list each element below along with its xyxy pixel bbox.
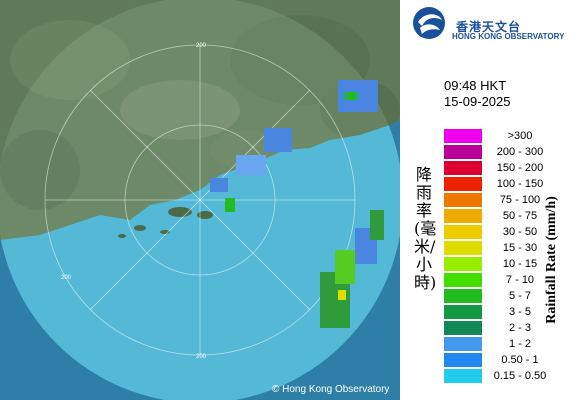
legend-label: 1 - 2 [508, 338, 531, 350]
legend-swatch [444, 145, 482, 159]
legend-swatch [444, 225, 482, 239]
legend-label: 30 - 50 [502, 226, 538, 238]
observation-date: 15-09-2025 [444, 94, 511, 109]
range-rings [44, 44, 356, 356]
legend-swatch [444, 369, 482, 383]
ring-label: 200 [196, 354, 207, 360]
legend-swatch [444, 161, 482, 175]
legend-label: 15 - 30 [502, 242, 538, 254]
legend-title-zh: 降雨率(毫米/小時) [414, 165, 437, 292]
observation-time: 09:48 HKT [444, 78, 507, 93]
legend-label: 10 - 15 [502, 258, 538, 270]
legend-swatch [444, 193, 482, 207]
legend-label: 200 - 300 [496, 146, 544, 158]
hko-logo-icon [413, 7, 445, 39]
legend-label: 150 - 200 [496, 162, 544, 174]
org-name-zh: 香港天文台 [456, 20, 522, 34]
legend-swatch [444, 353, 482, 367]
copyright-text: © Hong Kong Observatory [272, 384, 390, 395]
legend-label: 0.15 - 0.50 [493, 370, 547, 382]
legend-label: 2 - 3 [508, 322, 531, 334]
radar-map: 200 200 200 © Hong Kong Observatory [0, 0, 400, 400]
legend-swatch [444, 273, 482, 287]
legend-label: 3 - 5 [508, 306, 531, 318]
legend-label: 7 - 10 [505, 274, 535, 286]
rain-echoes [210, 80, 384, 328]
legend-swatch [444, 257, 482, 271]
legend-label: 5 - 7 [508, 290, 531, 302]
ring-label: 200 [196, 43, 207, 49]
legend-swatch [444, 337, 482, 351]
legend-swatch [444, 289, 482, 303]
org-name-en: HONG KONG OBSERVATORY [452, 32, 565, 41]
legend-label: 100 - 150 [496, 178, 544, 190]
legend-swatch [444, 177, 482, 191]
legend-label: 50 - 75 [502, 210, 538, 222]
legend-panel: 香港天文台 HONG KONG OBSERVATORY 09:48 HKT 15… [400, 0, 577, 400]
legend-label: >300 [507, 130, 533, 142]
legend-swatch [444, 321, 482, 335]
legend-label: 75 - 100 [499, 194, 541, 206]
ring-label: 200 [61, 275, 72, 281]
hko-logo: 香港天文台 HONG KONG OBSERVATORY [412, 6, 577, 42]
legend-swatch [444, 209, 482, 223]
legend-swatch [444, 241, 482, 255]
legend-swatch [444, 129, 482, 143]
legend-swatch [444, 305, 482, 319]
legend-label: 0.50 - 1 [501, 354, 539, 366]
